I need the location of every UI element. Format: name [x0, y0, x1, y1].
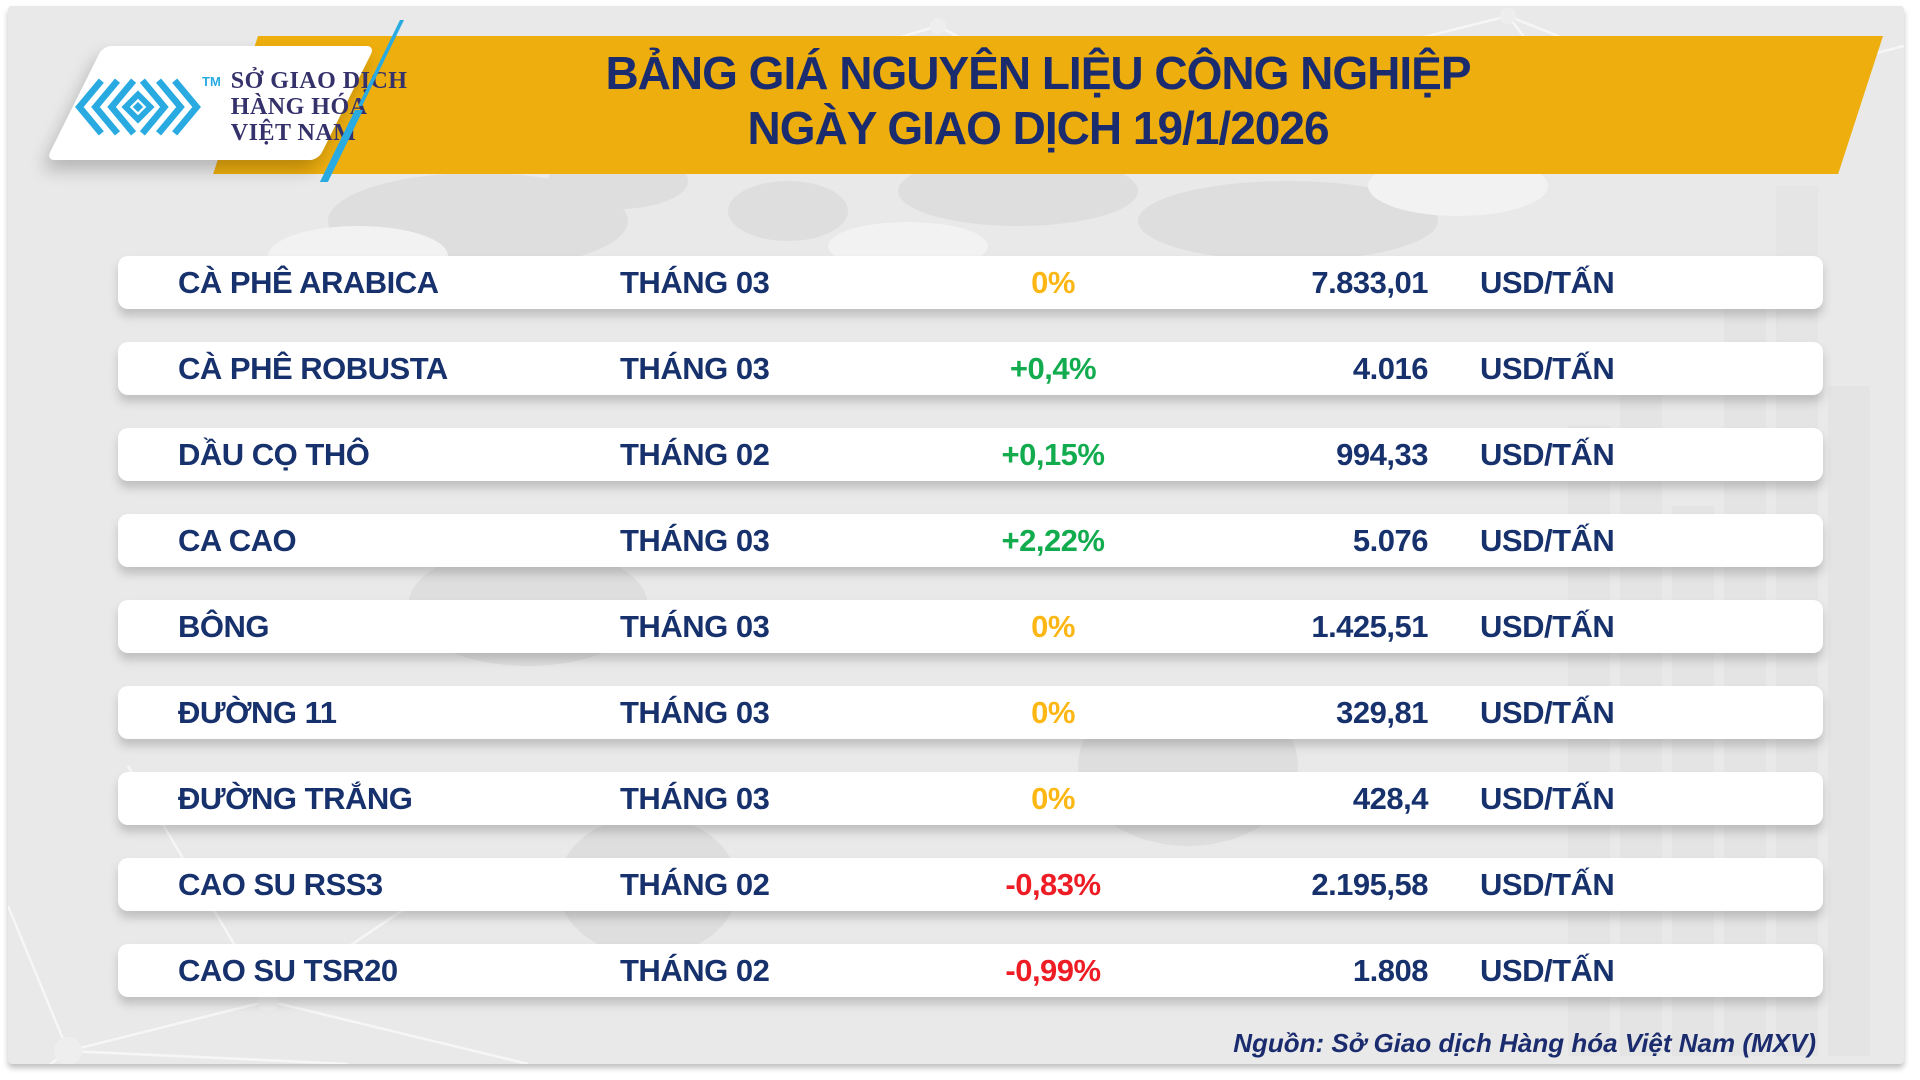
unit-cell: USD/TẤN	[1480, 867, 1615, 902]
product-name-cell: ĐƯỜNG 11	[178, 695, 337, 730]
product-name-cell: CAO SU TSR20	[178, 953, 398, 988]
price-cell: 329,81	[1336, 695, 1428, 730]
price-cell: 1.425,51	[1311, 609, 1428, 644]
change-percent-cell: +2,22%	[1001, 523, 1105, 558]
price-cell: 7.833,01	[1311, 265, 1428, 300]
price-cell: 994,33	[1336, 437, 1428, 472]
unit-cell: USD/TẤN	[1480, 609, 1615, 644]
unit-cell: USD/TẤN	[1480, 781, 1615, 816]
price-cell: 428,4	[1352, 781, 1429, 816]
month-cell: THÁNG 03	[620, 781, 770, 816]
change-percent-cell: 0%	[1031, 609, 1075, 644]
month-cell: THÁNG 03	[620, 609, 770, 644]
unit-cell: USD/TẤN	[1480, 953, 1615, 988]
change-percent-cell: -0,83%	[1005, 867, 1101, 902]
product-name-cell: BÔNG	[178, 609, 270, 644]
unit-cell: USD/TẤN	[1480, 351, 1615, 386]
mxv-logo-content: TM SỞ GIAO DỊCH HÀNG HÓA VIỆT NAM	[72, 62, 407, 152]
page-title-line1: BẢNG GIÁ NGUYÊN LIỆU CÔNG NGHIỆP	[605, 47, 1471, 99]
table-row: CAO SU RSS3 THÁNG 02 -0,83% 2.195,58 USD/TẤN	[118, 858, 1823, 911]
month-cell: THÁNG 03	[620, 695, 770, 730]
table-row: CAO SU TSR20 THÁNG 02 -0,99% 1.808 USD/TẤN	[118, 944, 1823, 997]
table-row: CÀ PHÊ ARABICA THÁNG 03 0% 7.833,01 USD/TẤN	[118, 256, 1823, 309]
product-name-cell: CÀ PHÊ ROBUSTA	[178, 351, 448, 386]
change-percent-cell: 0%	[1031, 781, 1075, 816]
change-percent-cell: +0,4%	[1009, 351, 1097, 386]
table-row: CÀ PHÊ ROBUSTA THÁNG 03 +0,4% 4.016 USD/TẤN	[118, 342, 1823, 395]
product-name-cell: CÀ PHÊ ARABICA	[178, 265, 439, 300]
unit-cell: USD/TẤN	[1480, 523, 1615, 558]
table-row: BÔNG THÁNG 03 0% 1.425,51 USD/TẤN	[118, 600, 1823, 653]
product-name-cell: DẦU CỌ THÔ	[178, 437, 370, 472]
table-row: DẦU CỌ THÔ THÁNG 02 +0,15% 994,33 USD/TẤN	[118, 428, 1823, 481]
change-percent-cell: 0%	[1031, 265, 1075, 300]
month-cell: THÁNG 03	[620, 523, 770, 558]
price-cell: 5.076	[1352, 523, 1429, 558]
change-percent-cell: -0,99%	[1005, 953, 1101, 988]
trademark-label: TM	[202, 73, 221, 89]
month-cell: THÁNG 02	[620, 953, 770, 988]
change-percent-cell: +0,15%	[1001, 437, 1105, 472]
price-cell: 4.016	[1352, 351, 1429, 386]
unit-cell: USD/TẤN	[1480, 695, 1615, 730]
month-cell: THÁNG 03	[620, 351, 770, 386]
unit-cell: USD/TẤN	[1480, 265, 1615, 300]
mxv-logo-text: SỞ GIAO DỊCH HÀNG HÓA VIỆT NAM	[231, 68, 408, 146]
change-percent-cell: 0%	[1031, 695, 1075, 730]
month-cell: THÁNG 02	[620, 867, 770, 902]
price-cell: 1.808	[1352, 953, 1429, 988]
month-cell: THÁNG 03	[620, 265, 770, 300]
table-row: ĐƯỜNG 11 THÁNG 03 0% 329,81 USD/TẤN	[118, 686, 1823, 739]
unit-cell: USD/TẤN	[1480, 437, 1615, 472]
table-row: CA CAO THÁNG 03 +2,22% 5.076 USD/TẤN	[118, 514, 1823, 567]
mxv-logo-icon	[75, 78, 201, 136]
page-title-line2: NGÀY GIAO DỊCH 19/1/2026	[747, 102, 1329, 154]
source-note: Nguồn: Sở Giao dịch Hàng hóa Việt Nam (M…	[1233, 1028, 1816, 1058]
mxv-logo-text-line2: HÀNG HÓA	[230, 94, 368, 120]
product-name-cell: CAO SU RSS3	[178, 867, 383, 902]
page-title: BẢNG GIÁ NGUYÊN LIỆU CÔNG NGHIỆP NGÀY GI…	[278, 46, 1798, 156]
gray-canvas: BẢNG GIÁ NGUYÊN LIỆU CÔNG NGHIỆP NGÀY GI…	[8, 6, 1904, 1064]
price-cell: 2.195,58	[1311, 867, 1428, 902]
product-name-cell: CA CAO	[178, 523, 297, 558]
product-name-cell: ĐƯỜNG TRẮNG	[178, 781, 413, 816]
month-cell: THÁNG 02	[620, 437, 770, 472]
mxv-logo-text-line1: SỞ GIAO DỊCH	[230, 68, 408, 94]
mxv-logo-text-line3: VIỆT NAM	[230, 120, 357, 146]
table-row: ĐƯỜNG TRẮNG THÁNG 03 0% 428,4 USD/TẤN	[118, 772, 1823, 825]
